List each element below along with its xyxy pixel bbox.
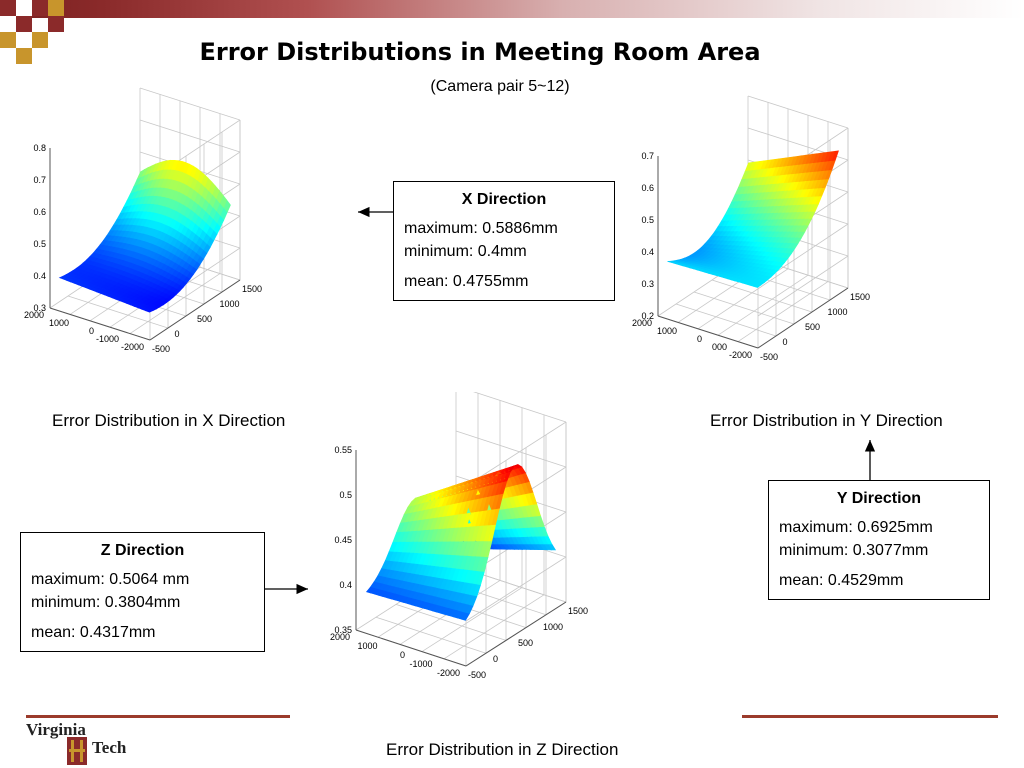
z-left-tick: 1000: [357, 641, 377, 651]
footer-rule-left: [26, 715, 290, 718]
z-surface-patch: [365, 586, 375, 594]
z-left-tick: -1000: [409, 659, 432, 669]
x-stats-mean: mean: 0.4755mm: [404, 272, 529, 290]
z-z-tick: 0.35: [334, 625, 352, 635]
x-z-tick: 0.7: [33, 175, 46, 185]
y-right-tick: -500: [760, 352, 778, 362]
z-right-axis: [465, 601, 567, 667]
y-z-tick: 0.3: [641, 279, 654, 289]
z-right-tick: -500: [468, 670, 486, 680]
z-left-tick: 2000: [330, 632, 350, 642]
x-right-tick: -500: [152, 344, 170, 354]
y-right-tick: 500: [805, 322, 820, 332]
x-right-axis: [149, 279, 241, 341]
x-stats-heading: X Direction: [461, 191, 547, 208]
z-z-tick: 0.5: [339, 490, 352, 500]
x-right-tick: 1500: [242, 284, 262, 294]
slide-subtitle: (Camera pair 5~12): [430, 78, 570, 95]
y-stats-minimum: minimum: 0.3077mm: [779, 542, 929, 560]
slide-title: Error Distributions in Meeting Room Area: [199, 38, 761, 66]
y-z-tick: 0.4: [641, 247, 654, 257]
x-surface: [58, 159, 231, 313]
x-left-axis: [49, 307, 151, 341]
z-direction-stats-box: Z Direction maximum: 0.5064 mm minimum: …: [20, 532, 265, 652]
y-left-tick: 2000: [632, 318, 652, 328]
z-left-axis: [355, 629, 467, 667]
z-stats-maximum: maximum: 0.5064 mm: [31, 571, 190, 589]
z-plot-caption: Error Distribution in Z Direction: [386, 740, 619, 759]
y-right-axis: [757, 287, 849, 349]
y-plot-caption: Error Distribution in Y Direction: [710, 411, 943, 430]
y-right-tick: 0: [783, 337, 788, 347]
x-stats-maximum: maximum: 0.5886mm: [404, 220, 558, 238]
x-left-tick: -1000: [96, 334, 119, 344]
x-right-tick: 500: [197, 314, 212, 324]
x-right-tick: 0: [175, 329, 180, 339]
vt-shield-icon: [67, 737, 87, 765]
z-right-tick: 500: [518, 638, 533, 648]
z-stats-heading: Z Direction: [100, 542, 185, 559]
z-left-tick: -2000: [437, 668, 460, 678]
z-z-tick: 0.55: [334, 445, 352, 455]
z-stats-minimum: minimum: 0.3804mm: [31, 594, 181, 612]
slide-header-bar: [0, 0, 1024, 18]
x-left-tick: 2000: [24, 310, 44, 320]
x-left-tick: 1000: [49, 318, 69, 328]
z-surface: [365, 464, 557, 621]
z-z-tick: 0.45: [334, 535, 352, 545]
z-right-tick: 1000: [543, 622, 563, 632]
x-surface-patch: [58, 275, 68, 280]
x-z-tick: 0.6: [33, 207, 46, 217]
y-surface: [667, 150, 839, 288]
x-z-tick: 0.4: [33, 271, 46, 281]
x-direction-stats-box: X Direction maximum: 0.5886mm minimum: 0…: [393, 181, 615, 301]
y-stats-mean: mean: 0.4529mm: [779, 571, 904, 589]
x-right-tick: 1000: [220, 299, 240, 309]
z-stats-mean: mean: 0.4317mm: [31, 623, 156, 641]
logo-tech-text: Tech: [92, 738, 127, 757]
x-error-surface-plot: 0.8 0.7 0.6 0.5 0.4 0.3 2000 1000 0 -1000 -2000 -50…: [20, 84, 410, 404]
y-left-axis: [657, 315, 759, 349]
x-plot-caption: Error Distribution in X Direction: [52, 411, 286, 430]
x-z-tick: 0.3: [33, 303, 46, 313]
x-left-tick: 0: [89, 326, 94, 336]
y-error-surface-plot: 0.7 0.6 0.5 0.4 0.3 0.2 2000 1000 0 000 -2000 -500 0…: [628, 92, 1018, 412]
y-left-tick: -2000: [729, 350, 752, 360]
z-error-surface-plot: 0.55 0.5 0.45 0.4 0.35 2000 1000 0 -1000 -2000 -50…: [312, 385, 732, 732]
x-z-tick: 0.8: [33, 143, 46, 153]
x-stats-minimum: minimum: 0.4mm: [404, 243, 527, 261]
y-z-tick: 0.7: [641, 151, 654, 161]
x-z-tick: 0.5: [33, 239, 46, 249]
y-direction-stats-box: Y Direction maximum: 0.6925mm minimum: 0…: [768, 480, 990, 600]
y-left-tick: 000: [712, 342, 727, 352]
y-z-tick: 0.6: [641, 183, 654, 193]
decorative-squares: [0, 0, 80, 64]
y-left-tick: 1000: [657, 326, 677, 336]
z-z-tick: 0.4: [339, 580, 352, 590]
x-left-tick: -2000: [121, 342, 144, 352]
y-stats-heading: Y Direction: [836, 490, 922, 507]
z-left-tick: 0: [400, 650, 405, 660]
y-z-tick: 0.2: [641, 311, 654, 321]
logo-virginia-text: Virginia: [26, 720, 86, 739]
y-left-tick: 0: [697, 334, 702, 344]
footer-rule-right: [742, 715, 998, 718]
y-right-tick: 1500: [850, 292, 870, 302]
virginia-tech-logo: Virginia Tech: [26, 720, 136, 768]
z-right-tick: 1500: [568, 606, 588, 616]
y-z-tick: 0.5: [641, 215, 654, 225]
z-right-tick: 0: [493, 654, 498, 664]
y-right-tick: 1000: [828, 307, 848, 317]
y-surface-patch: [667, 260, 675, 263]
y-stats-maximum: maximum: 0.6925mm: [779, 519, 933, 537]
